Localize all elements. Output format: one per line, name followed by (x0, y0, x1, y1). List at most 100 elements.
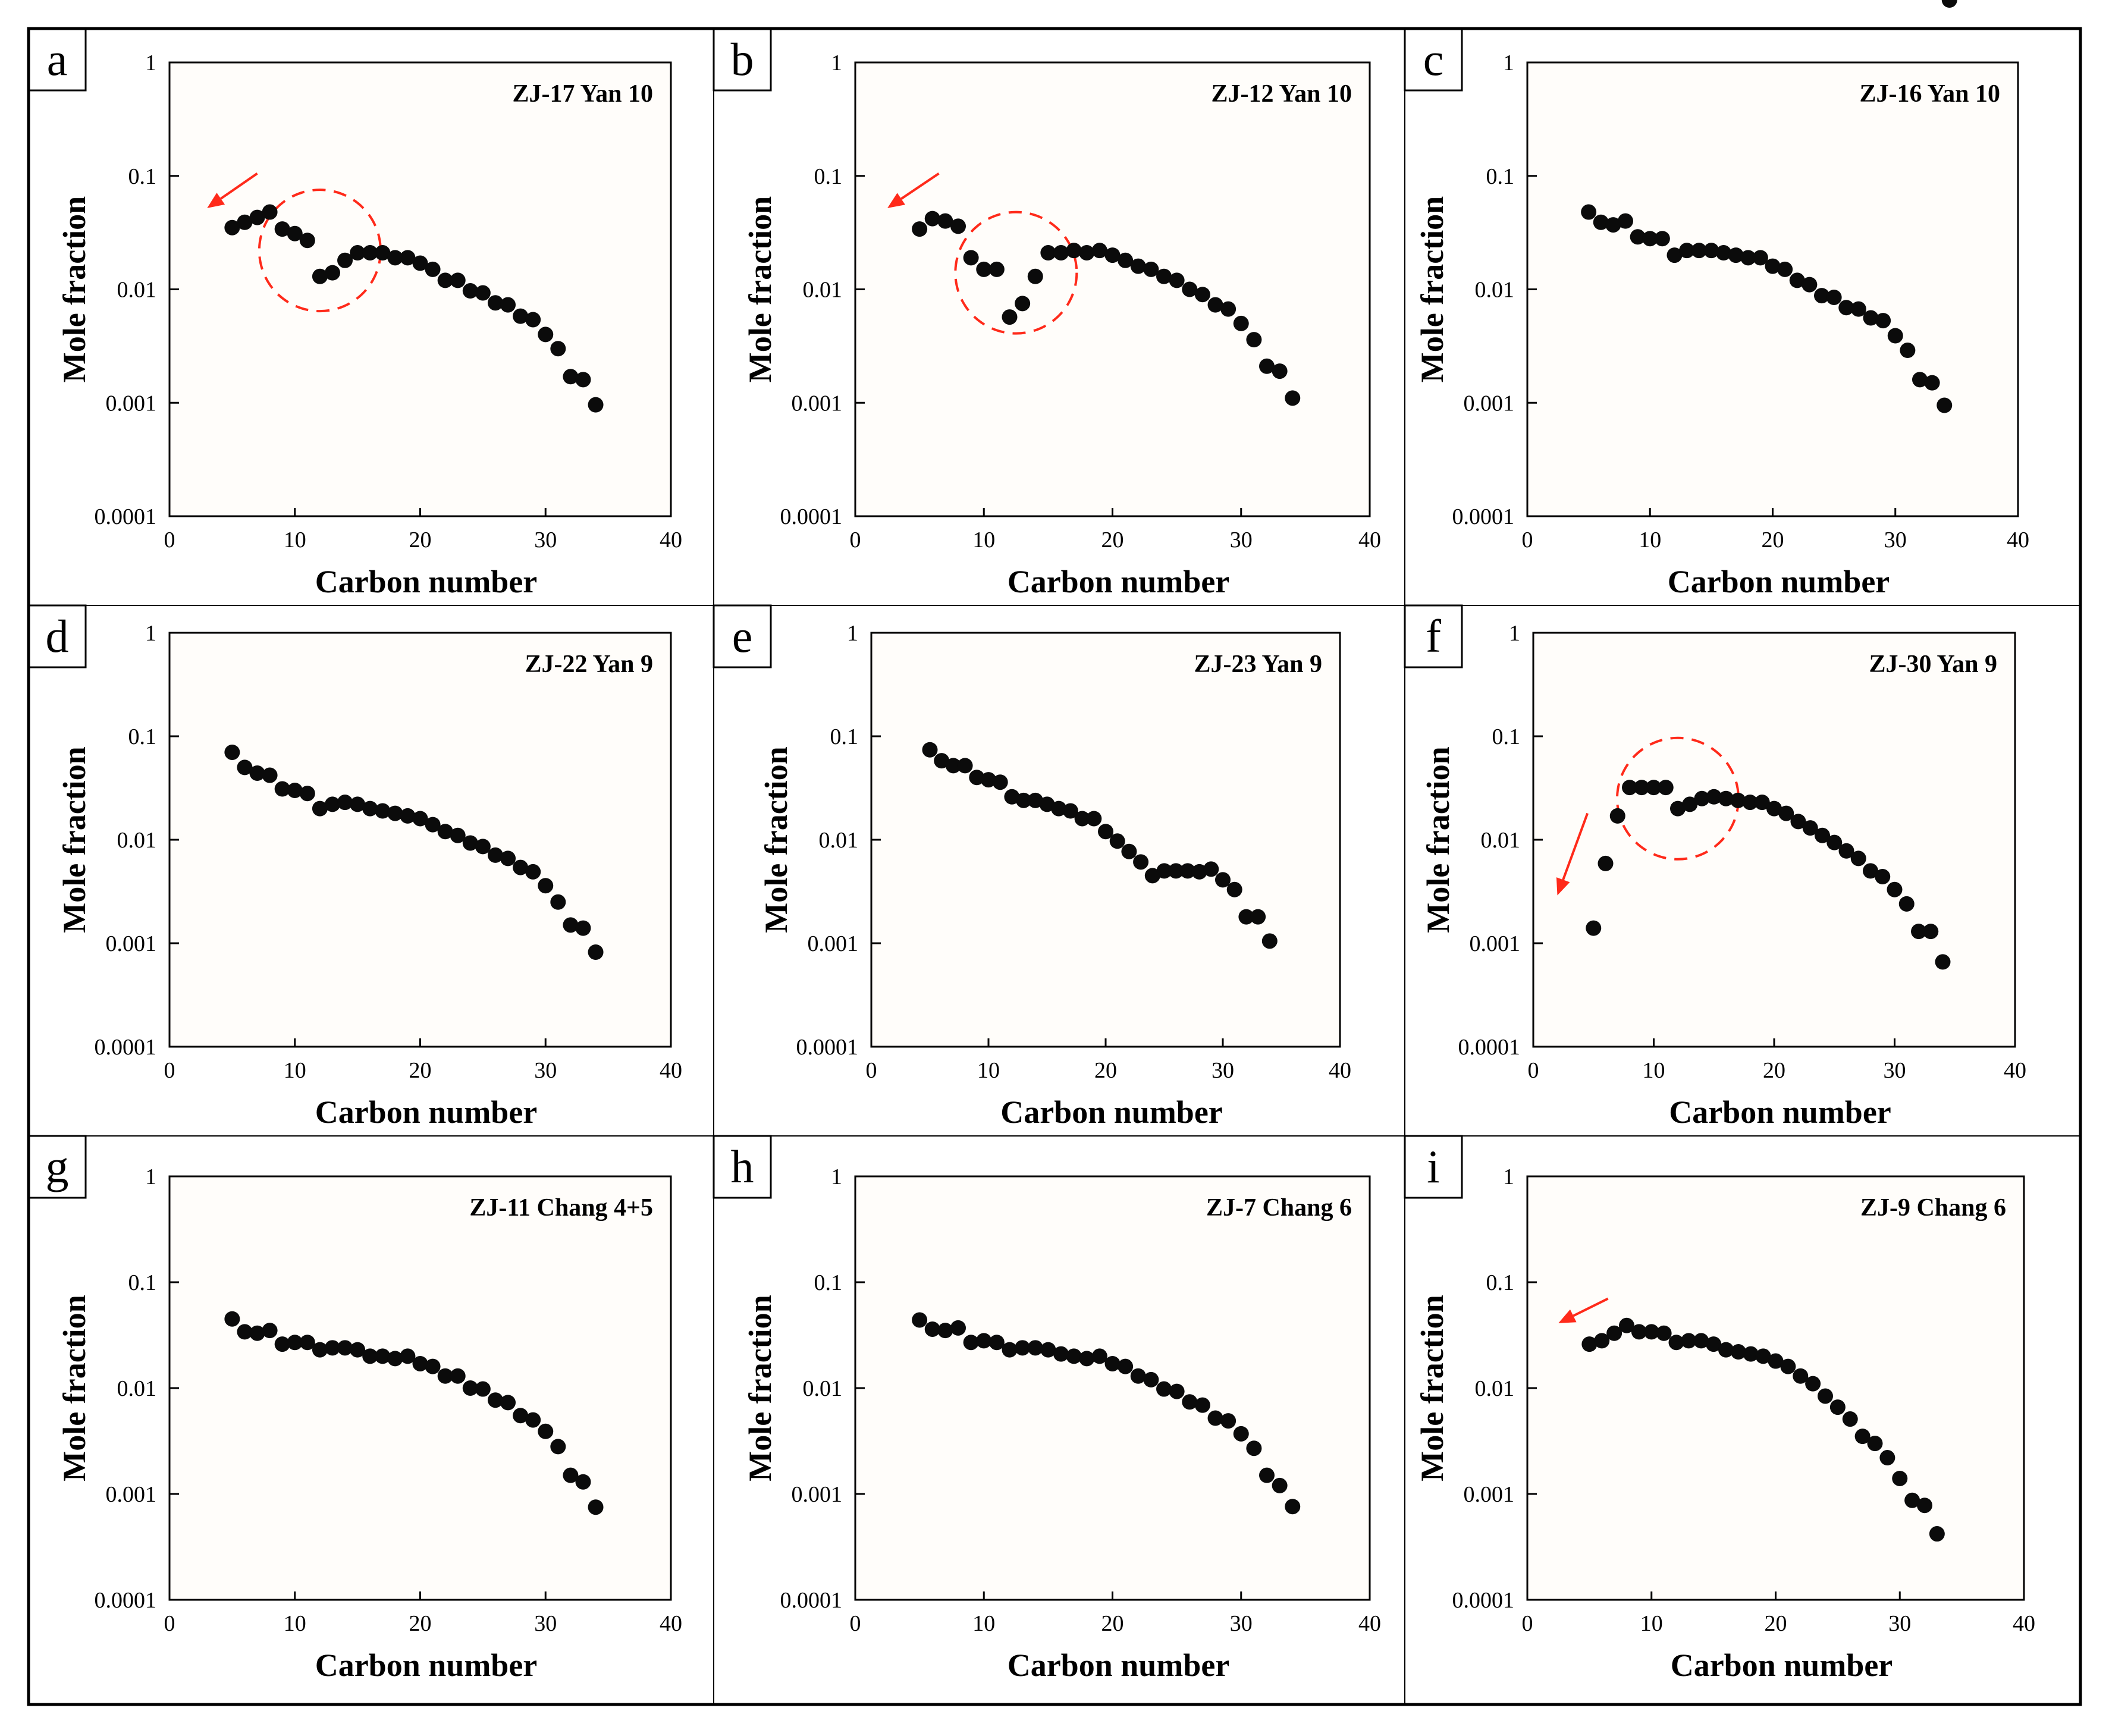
y-axis-title: Mole fraction (57, 1295, 92, 1481)
x-tick-label: 20 (1101, 528, 1124, 552)
panel-letter-box (1404, 27, 1463, 92)
x-tick-label: 20 (1101, 1611, 1124, 1636)
y-axis-title: Mole fraction (742, 196, 778, 382)
data-point (1850, 301, 1866, 317)
data-point (1805, 1376, 1821, 1392)
y-tick-label: 0.0001 (780, 1588, 843, 1613)
x-tick-label: 30 (534, 1611, 557, 1636)
sample-label: ZJ-7 Chang 6 (1206, 1194, 1352, 1222)
x-tick-label: 40 (660, 1058, 682, 1083)
data-point (513, 859, 529, 875)
data-point (1867, 1436, 1883, 1452)
data-point (437, 272, 453, 288)
data-point (1062, 803, 1078, 819)
y-tick-label: 0.0001 (1452, 504, 1515, 529)
y-tick-label: 0.0001 (95, 1035, 157, 1060)
data-point (1598, 855, 1614, 871)
data-point (1091, 243, 1107, 259)
data-point (588, 1499, 604, 1515)
y-tick-label: 0.1 (128, 724, 157, 749)
data-point (1826, 289, 1842, 305)
x-tick-label: 0 (1528, 1058, 1539, 1083)
data-point (1581, 204, 1597, 220)
y-tick-label: 0.001 (792, 1482, 843, 1507)
data-point (287, 225, 303, 241)
panel-b: 0 10 20 30 40 1 0.1 0.01 0.001 0.0001 Carbon numbe… (713, 27, 1381, 599)
y-tick-label: 1 (831, 1164, 842, 1189)
y-tick-label: 0.0001 (95, 1588, 157, 1613)
data-point (500, 1395, 516, 1411)
y-tick-label: 1 (1503, 1164, 1514, 1189)
data-point (487, 1392, 503, 1408)
data-point (963, 250, 979, 266)
data-point (950, 218, 966, 234)
data-point (1802, 277, 1818, 293)
data-point (1051, 800, 1067, 817)
x-tick-label: 40 (2007, 528, 2029, 552)
panel-letter: i (1427, 1141, 1440, 1192)
data-point (1716, 245, 1731, 261)
data-point (1104, 1355, 1121, 1371)
data-point (1130, 258, 1146, 274)
data-point (312, 1342, 328, 1358)
y-tick-label: 0.001 (106, 391, 157, 416)
data-point (1143, 1371, 1159, 1387)
data-point (1250, 909, 1266, 925)
sample-label: ZJ-12 Yan 10 (1212, 80, 1352, 108)
y-tick-label: 0.001 (792, 391, 843, 416)
data-point (1259, 1467, 1275, 1483)
data-point (575, 372, 591, 388)
data-point (1634, 780, 1650, 796)
data-point (1040, 1342, 1056, 1358)
data-point (1656, 1325, 1672, 1341)
data-point (1605, 217, 1621, 233)
data-point (249, 1325, 265, 1341)
sample-label: ZJ-17 Yan 10 (513, 80, 653, 108)
y-tick-label: 0.01 (117, 278, 157, 303)
data-point (1778, 805, 1794, 821)
x-tick-label: 30 (1884, 528, 1907, 552)
data-point (237, 759, 253, 776)
data-point (1912, 372, 1928, 388)
data-point (1261, 933, 1278, 949)
data-point (1609, 808, 1625, 824)
y-tick-label: 0.1 (1486, 164, 1515, 189)
data-point (337, 795, 353, 811)
data-point (969, 770, 985, 786)
data-point (1863, 310, 1879, 326)
data-point (1766, 800, 1782, 817)
data-point (462, 283, 478, 299)
x-tick-label: 10 (1640, 1611, 1663, 1636)
data-point (988, 1335, 1005, 1351)
data-point (450, 1368, 466, 1384)
panel-f: 0 10 20 30 40 1 0.1 0.01 0.001 0.0001 Carbon numbe… (1404, 604, 2026, 1130)
panel-letter-box (27, 1135, 87, 1199)
data-point (1814, 288, 1829, 304)
y-tick-label: 0.001 (106, 931, 157, 956)
data-point (1130, 1368, 1146, 1384)
trend-arrow-head (887, 193, 905, 208)
data-point (1259, 358, 1275, 374)
data-point (1630, 229, 1646, 245)
data-point (538, 878, 554, 894)
x-tick-label: 40 (2013, 1611, 2035, 1636)
data-point (1670, 800, 1686, 817)
data-point (1039, 796, 1055, 812)
data-point (1233, 1426, 1249, 1442)
data-point (563, 917, 579, 933)
data-point (1203, 861, 1219, 877)
data-point (924, 211, 940, 227)
y-tick-label: 0.01 (803, 278, 843, 303)
data-point (1777, 261, 1793, 277)
x-axis-title: Carbon number (315, 1647, 538, 1683)
data-point (1619, 1317, 1634, 1333)
data-point (274, 221, 290, 237)
y-tick-label: 0.01 (1481, 828, 1521, 853)
data-point (1285, 1499, 1301, 1515)
panel-d: 0 10 20 30 40 1 0.1 0.01 0.001 0.0001 Carbon numbe… (27, 604, 682, 1130)
data-point (1215, 872, 1231, 888)
data-point (262, 767, 278, 783)
data-point (1706, 1336, 1722, 1352)
